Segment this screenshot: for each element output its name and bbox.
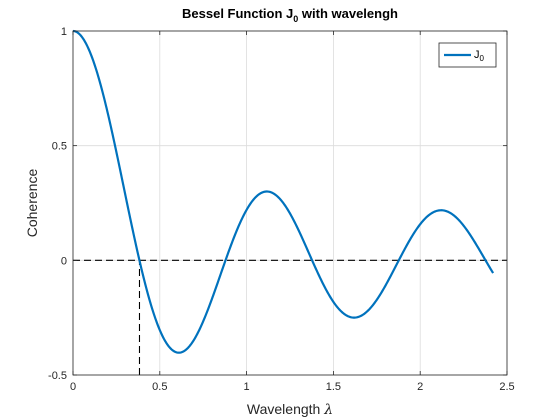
legend: J0 <box>438 42 497 68</box>
x-tick-label-0: 0 <box>70 381 76 393</box>
title-rest: with wavelengh <box>298 6 398 21</box>
title-subscript: 0 <box>293 14 298 24</box>
plot-frame <box>72 30 508 376</box>
reference-lines <box>73 259 507 375</box>
legend-label-main: J <box>474 49 480 61</box>
x-tick-label-2: 1 <box>244 381 250 393</box>
chart-title: Bessel Function J0 with wavelengh <box>182 6 398 24</box>
y-tick-label-2: 0.5 <box>52 141 67 153</box>
x-tick-label-5: 2.5 <box>499 381 514 393</box>
series-line-j0 <box>72 29 495 354</box>
plot-area <box>73 31 507 375</box>
x-tick-label-1: 0.5 <box>152 381 167 393</box>
y-tick-label-3: 1 <box>61 26 67 38</box>
x-tick-label-4: 2 <box>417 381 423 393</box>
legend-label-subscript: 0 <box>480 54 485 63</box>
x-tick-label-3: 1.5 <box>326 381 341 393</box>
title-main: Bessel Function J <box>182 6 293 21</box>
y-axis-label: Coherence <box>24 169 40 238</box>
ticks: 0 0.5 1 1.5 2 2.5-0.500.51 <box>48 26 515 393</box>
x-axis-label-symbol: λ <box>323 402 333 418</box>
y-tick-label-1: 0 <box>61 255 67 267</box>
x-axis-label-text: Wavelength <box>247 401 324 417</box>
legend-label-j0: J0 <box>474 49 485 63</box>
x-axis-label: Wavelength λ <box>247 401 333 418</box>
y-tick-label-0: -0.5 <box>48 370 67 382</box>
